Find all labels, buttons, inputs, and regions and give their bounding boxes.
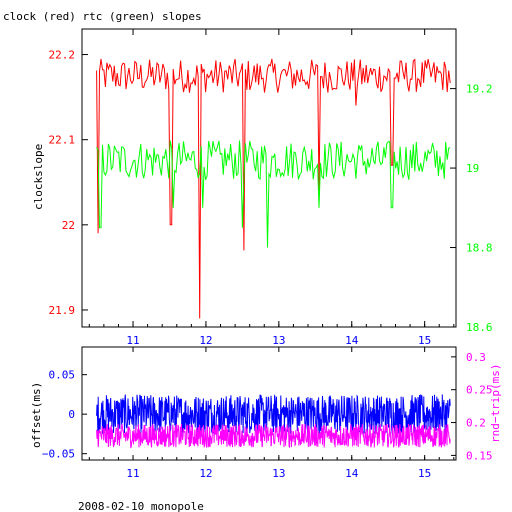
bottom-y-axis-label: offset(ms)	[30, 382, 43, 448]
x-tick-label: 15	[418, 467, 431, 480]
y-tick-label: 0	[68, 408, 75, 421]
top-plot-ticks: 11 12 13 14 15 21.9 22 22.1 22.2 18.6 18.8 19 19.2	[49, 29, 493, 347]
x-tick-label: 13	[272, 467, 285, 480]
series-green-line	[96, 140, 451, 248]
y2-tick-label: 0.25	[466, 384, 493, 397]
x-tick-label: 14	[345, 334, 359, 347]
chart-footer: 2008-02-10 monopole	[78, 500, 204, 512]
y-tick-label: 21.9	[49, 304, 76, 317]
bottom-plot-series	[96, 394, 451, 449]
series-magenta-line	[96, 423, 451, 449]
y-tick-label: 22	[62, 219, 75, 232]
series-red-line	[96, 58, 451, 319]
y-tick-label: 0.05	[49, 369, 76, 382]
y-tick-label: −0.05	[42, 448, 75, 461]
x-tick-label: 14	[345, 467, 359, 480]
y2-tick-label: 0.15	[466, 449, 493, 462]
y2-tick-label: 19	[466, 162, 479, 175]
y2-tick-label: 18.6	[466, 321, 493, 334]
y2-tick-label: 18.8	[466, 242, 493, 255]
x-tick-label: 13	[272, 334, 285, 347]
series-blue-line	[96, 394, 451, 436]
y-tick-label: 22.2	[49, 49, 76, 62]
x-tick-label: 12	[199, 334, 212, 347]
top-plot-frame	[81, 28, 457, 328]
y-tick-label: 22.1	[49, 134, 76, 147]
y2-tick-label: 0.2	[466, 417, 486, 430]
x-tick-label: 11	[126, 334, 139, 347]
chart-title: clock (red) rtc (green) slopes	[3, 10, 202, 23]
top-y-axis-label: clockslope	[32, 144, 45, 210]
bottom-plot-frame	[81, 346, 457, 461]
bottom-plot-ticks: 11 12 13 14 15 −0.05 0 0.05 0.15 0.2 0.25 0.3	[42, 347, 493, 480]
y2-tick-label: 19.2	[466, 83, 493, 96]
y2-tick-label: 0.3	[466, 351, 486, 364]
x-tick-label: 15	[418, 334, 431, 347]
x-tick-label: 12	[199, 467, 212, 480]
bottom-y2-axis-label: rnd−trip(ms)	[489, 364, 502, 443]
top-plot-series	[96, 58, 451, 319]
x-tick-label: 11	[126, 467, 139, 480]
